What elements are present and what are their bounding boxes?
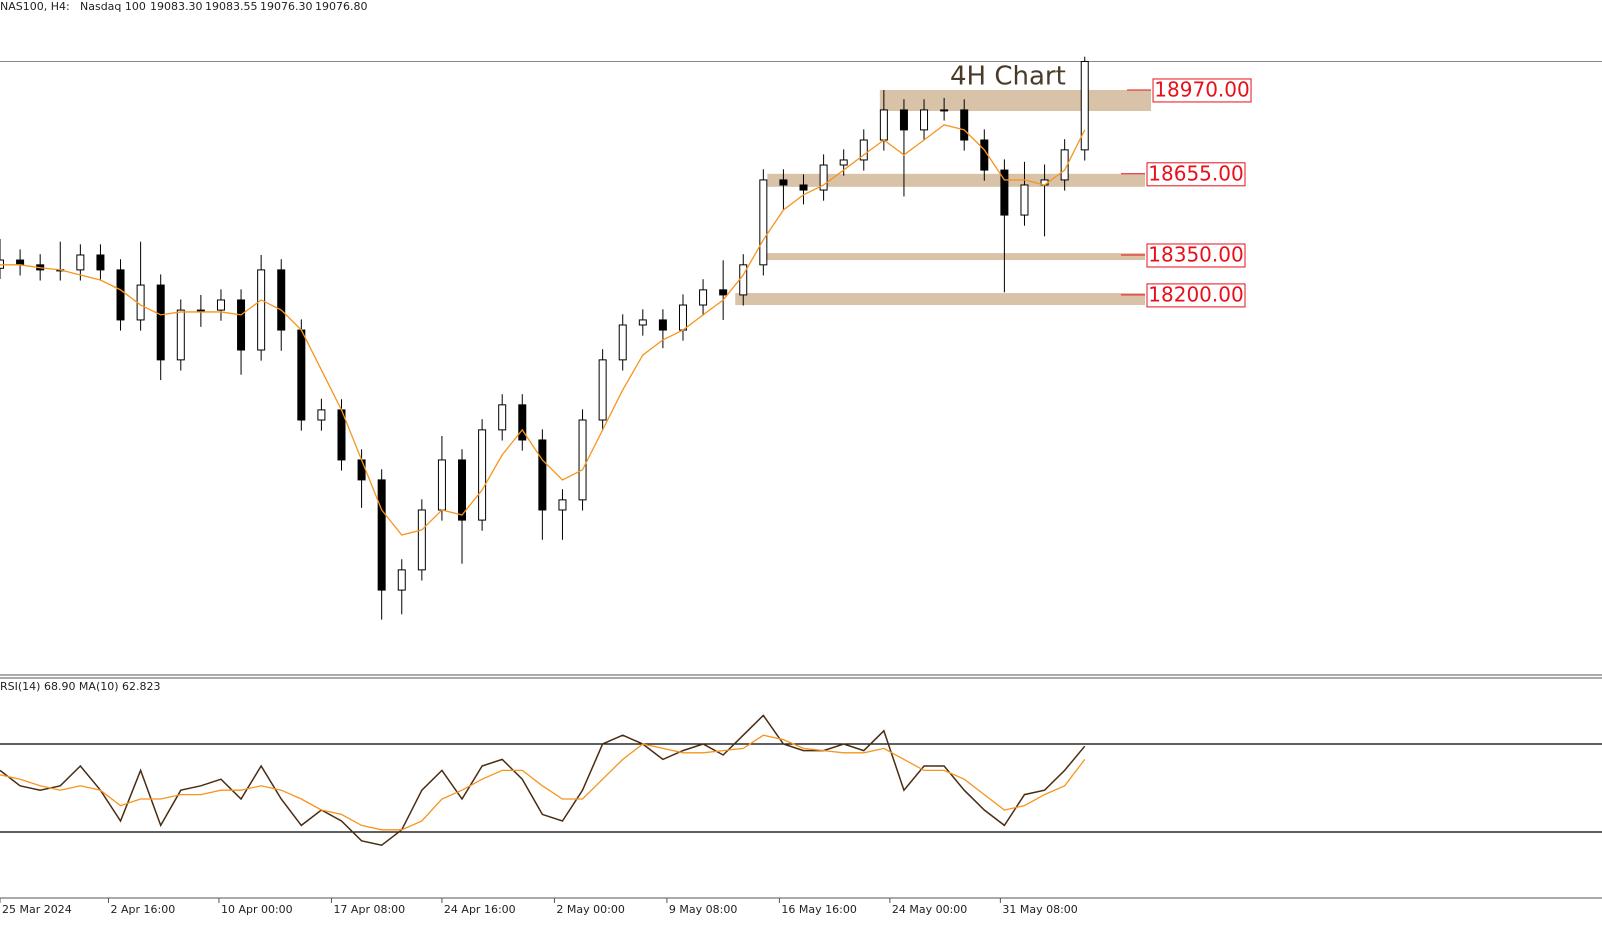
candle-body xyxy=(478,429,487,521)
candle-body xyxy=(819,164,828,191)
candle-body xyxy=(498,404,507,431)
candle-body xyxy=(618,324,627,361)
x-tick-label: 24 Apr 16:00 xyxy=(444,903,516,916)
zone xyxy=(761,253,1146,261)
candle-body xyxy=(417,509,426,571)
candle-body xyxy=(719,289,728,296)
candle-body xyxy=(578,419,587,501)
candle-body xyxy=(458,459,467,521)
level-label: 18655.00 xyxy=(1148,161,1243,185)
header-quote: 19083.55 xyxy=(205,0,258,13)
candle-body xyxy=(779,179,788,186)
candle-body xyxy=(317,409,326,421)
candle-body xyxy=(739,264,748,296)
x-tick-label: 17 Apr 08:00 xyxy=(333,903,405,916)
candle-body xyxy=(678,304,687,331)
candle-body xyxy=(196,309,205,312)
candle-body xyxy=(237,299,246,351)
level-box xyxy=(1152,78,1252,103)
level-box xyxy=(1146,162,1246,187)
header-quote: 19083.30 xyxy=(150,0,203,13)
rsi-line xyxy=(0,714,1086,847)
header-quote: 19076.80 xyxy=(315,0,368,13)
x-tick-label: 10 Apr 00:00 xyxy=(221,903,293,916)
zone xyxy=(735,293,1146,306)
candle-body xyxy=(859,139,868,161)
candle-body xyxy=(96,254,105,271)
level-label: 18970.00 xyxy=(1154,77,1249,101)
candle-body xyxy=(176,309,185,361)
zone xyxy=(879,89,1152,111)
candle-body xyxy=(257,269,266,351)
candle-body xyxy=(839,159,848,166)
rsi-title: RSI(14) 68.90 MA(10) 62.823 xyxy=(0,680,161,693)
x-tick-label: 2 May 00:00 xyxy=(556,903,624,916)
candle-body xyxy=(538,439,547,511)
candle-body xyxy=(1060,149,1069,181)
candle-body xyxy=(920,109,929,131)
level-label: 18200.00 xyxy=(1148,282,1243,306)
candle-body xyxy=(799,184,808,191)
candle-body xyxy=(940,109,949,112)
level-label: 18350.00 xyxy=(1148,242,1243,266)
header-quote: 19076.30 xyxy=(260,0,313,13)
x-tick-label: 2 Apr 16:00 xyxy=(110,903,175,916)
candle-body xyxy=(1000,169,1009,216)
candle-body xyxy=(116,269,125,321)
candle-body xyxy=(76,254,85,271)
candle-body xyxy=(759,179,768,266)
x-tick-label: 9 May 08:00 xyxy=(669,903,737,916)
candle-body xyxy=(297,329,306,421)
candle-body xyxy=(397,569,406,591)
candle-body xyxy=(558,499,567,511)
zone xyxy=(767,173,1146,187)
candle-body xyxy=(216,299,225,311)
candle-body xyxy=(156,284,165,361)
x-tick-label: 31 May 08:00 xyxy=(1002,903,1077,916)
level-box xyxy=(1146,243,1246,268)
candle-body xyxy=(437,459,446,511)
candle-body xyxy=(980,139,989,171)
candle-body xyxy=(0,259,4,269)
candle-body xyxy=(357,459,366,481)
candle-body xyxy=(879,109,888,141)
x-tick-label: 24 May 00:00 xyxy=(892,903,967,916)
candle-body xyxy=(377,479,386,591)
level-box xyxy=(1146,283,1246,308)
candle-body xyxy=(899,109,908,131)
candle-body xyxy=(598,359,607,421)
candle-body xyxy=(1080,60,1089,151)
candle-body xyxy=(658,319,667,331)
candle-body xyxy=(277,269,286,331)
header-symbol: NAS100, H4: xyxy=(0,0,70,13)
x-tick-label: 25 Mar 2024 xyxy=(2,903,72,916)
x-tick-label: 16 May 16:00 xyxy=(781,903,856,916)
rsi-ma-line xyxy=(0,734,1086,831)
header-name: Nasdaq 100 xyxy=(80,0,146,13)
candle-body xyxy=(1020,184,1029,216)
candle-body xyxy=(16,259,25,266)
candle-body xyxy=(960,109,969,141)
candle-body xyxy=(518,404,527,441)
candle-body xyxy=(699,289,708,306)
moving-average xyxy=(0,124,1086,536)
candle-body xyxy=(638,319,647,326)
annotation: 4H Chart xyxy=(950,62,1066,92)
